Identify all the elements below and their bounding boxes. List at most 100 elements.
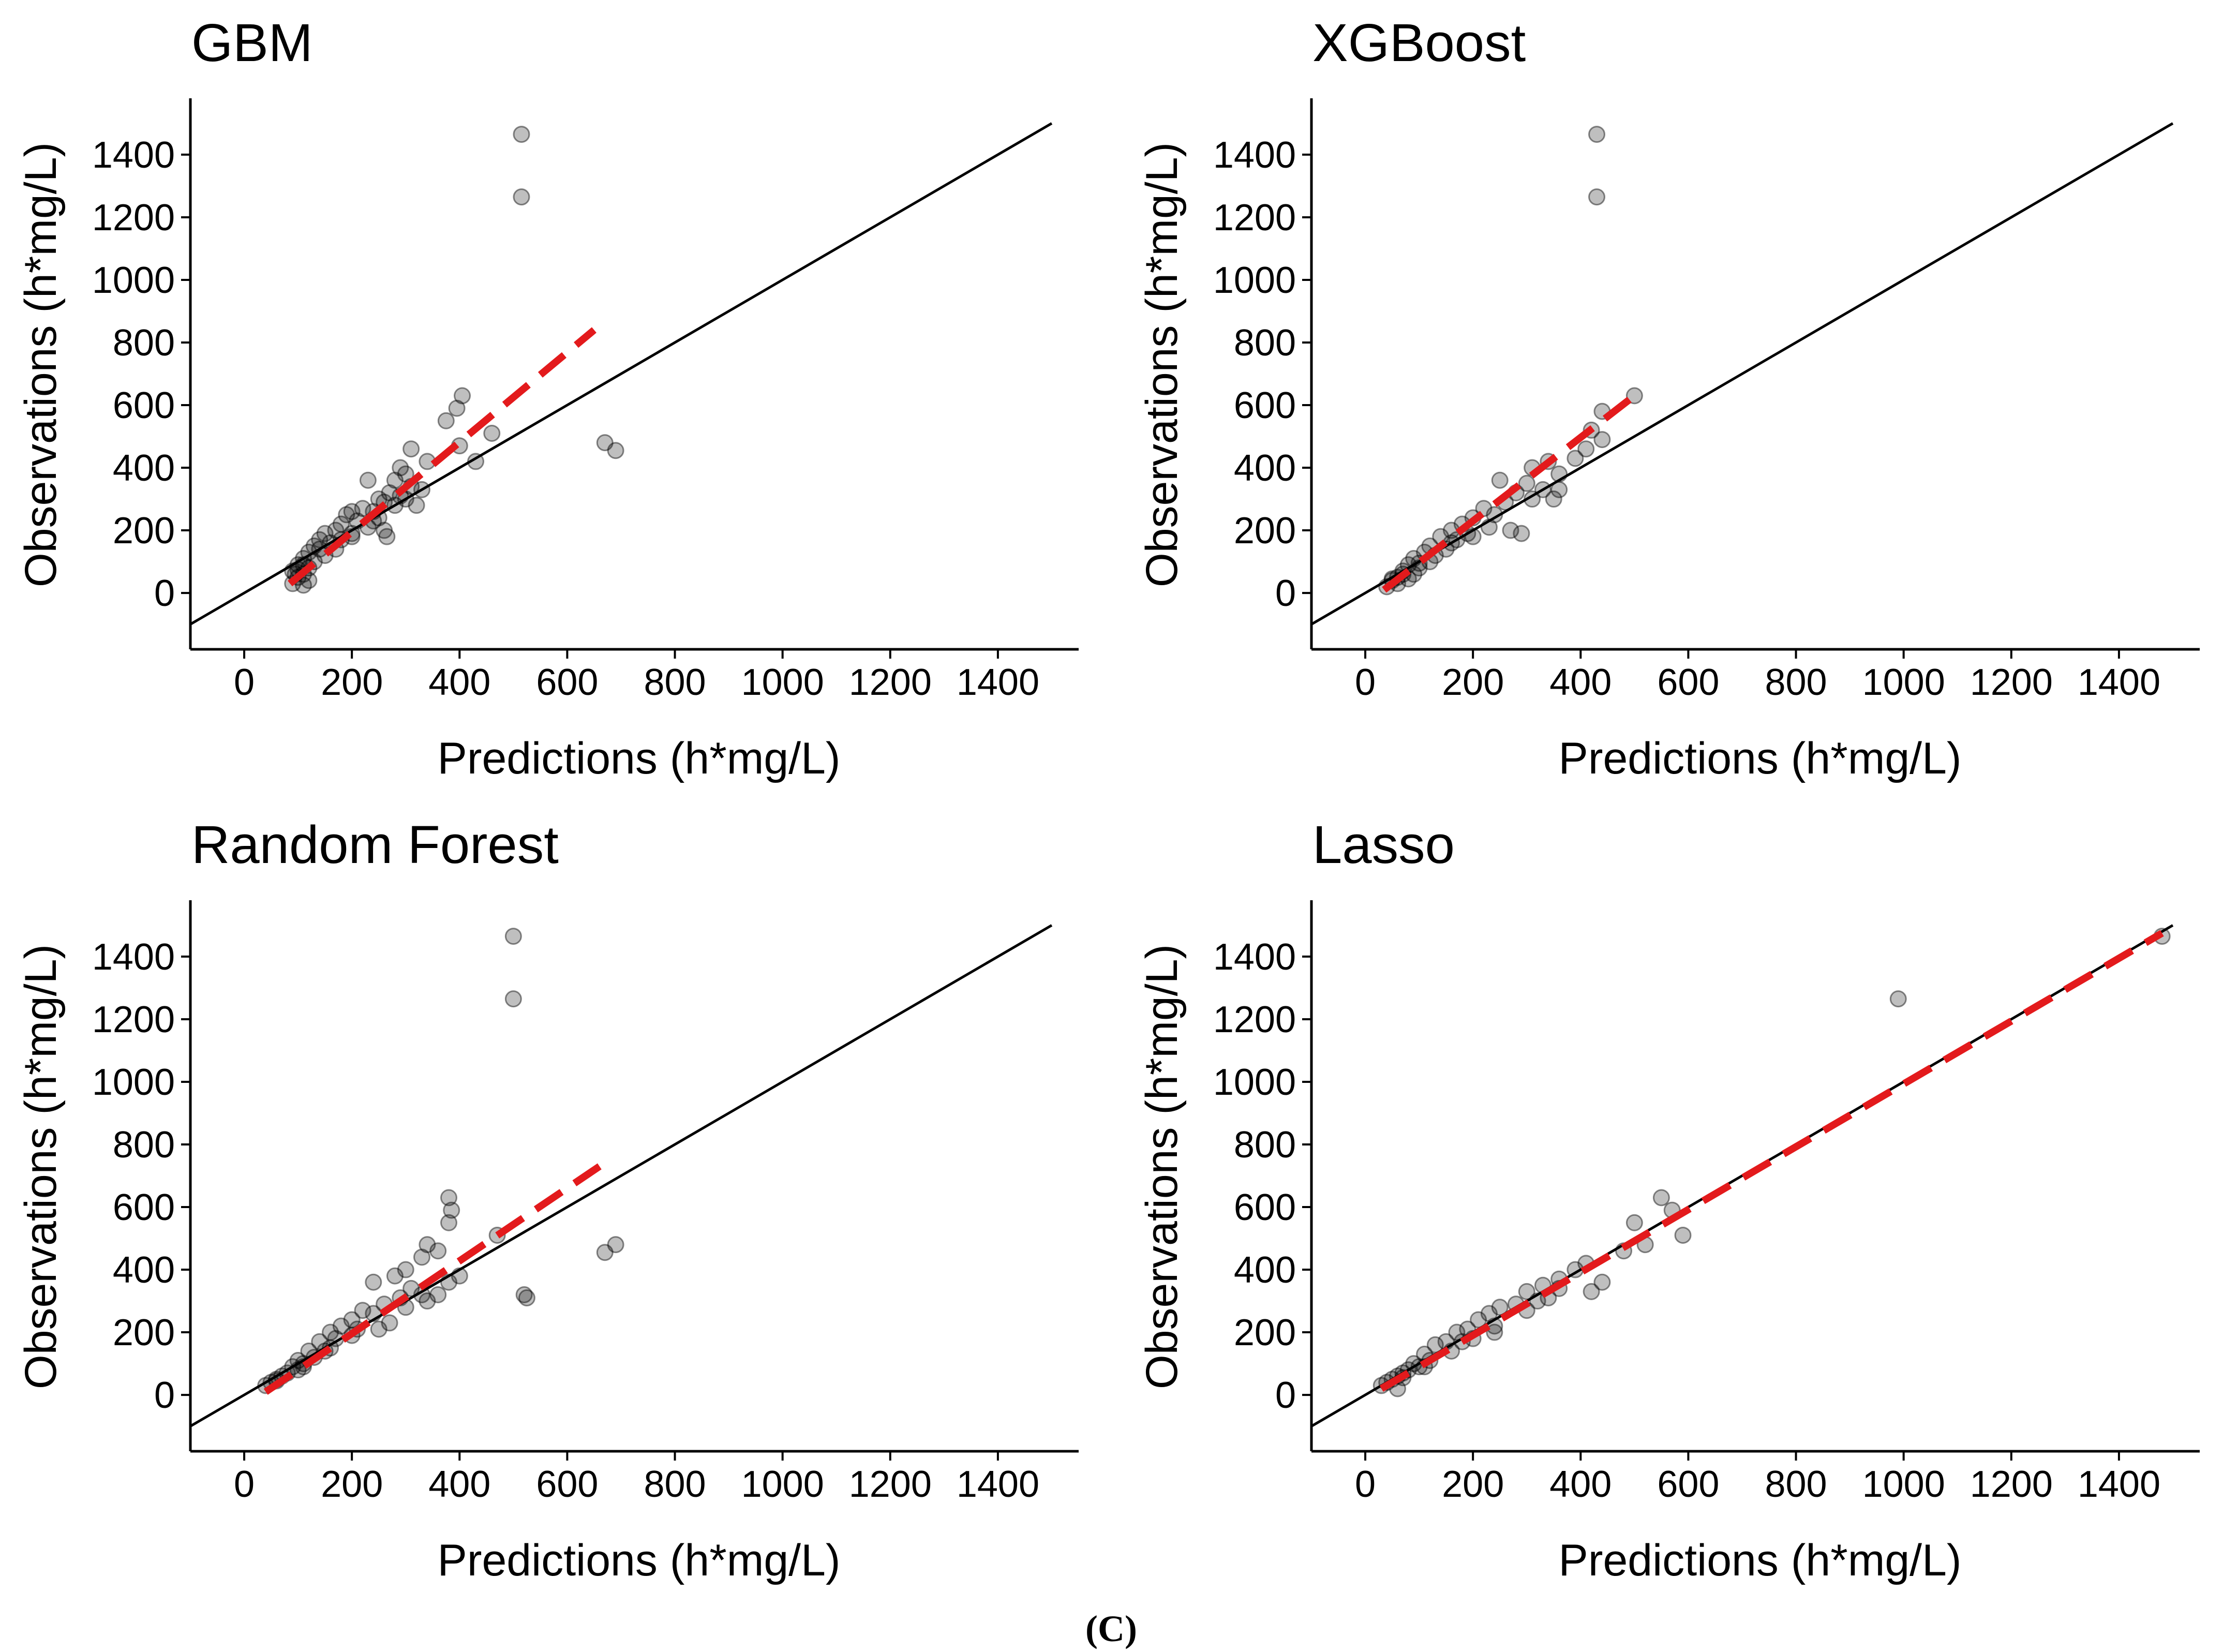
- y-axis-label: Observations (h*mg/L): [16, 944, 66, 1389]
- data-point: [1486, 506, 1503, 524]
- x-tick-label: 0: [234, 1464, 255, 1505]
- identity-line: [189, 924, 1053, 1427]
- x-tick-label: 1000: [741, 1464, 824, 1505]
- x-tick-label: 400: [1549, 662, 1612, 703]
- panel-gbm: GBM 0 200 400 600 800 1000 1200 1400 0 200 400 600 8…: [16, 13, 1079, 783]
- x-tick-label: 800: [1765, 662, 1827, 703]
- data-point: [284, 1358, 302, 1376]
- data-point: [1625, 387, 1643, 405]
- y-axis-label: Observations (h*mg/L): [1137, 944, 1187, 1389]
- data-point: [419, 1292, 436, 1310]
- data-point: [483, 424, 501, 442]
- x-tick-label: 600: [1657, 662, 1719, 703]
- y-tick-label: 400: [1234, 448, 1296, 489]
- data-point: [454, 387, 471, 405]
- panel-title: GBM: [191, 13, 313, 72]
- y-tick-label: 1400: [92, 936, 175, 978]
- y-tick-label: 800: [1234, 1124, 1296, 1166]
- y-tick-label: 1200: [1213, 999, 1296, 1040]
- data-point: [1534, 481, 1551, 498]
- data-point: [402, 1279, 420, 1297]
- x-tick-label: 1200: [849, 1464, 932, 1505]
- data-point: [518, 1289, 535, 1306]
- x-tick-label: 1400: [957, 1464, 1039, 1505]
- data-point: [295, 550, 312, 568]
- x-tick-label: 1000: [741, 662, 824, 703]
- data-point: [451, 1267, 468, 1285]
- identity-line: [1310, 122, 2174, 626]
- data-point: [1480, 1305, 1498, 1322]
- y-tick-label: 800: [113, 322, 175, 364]
- x-tick-label: 400: [1549, 1464, 1612, 1505]
- y-tick-label: 600: [113, 1187, 175, 1228]
- x-axis-label: Predictions (h*mg/L): [1558, 734, 1961, 783]
- panel-random-forest: Random Forest 0 200 400 600 800 1000 1200 1400 0…: [16, 815, 1079, 1585]
- panel-title: Lasso: [1312, 815, 1455, 874]
- data-point: [437, 412, 455, 429]
- data-point: [1593, 1273, 1611, 1291]
- y-tick-label: 0: [154, 1375, 175, 1416]
- data-point: [429, 1286, 447, 1303]
- data-point: [295, 576, 312, 594]
- panel-xgboost: XGBoost 0 200 400 600 800 1000 1200 1400 0 200 400…: [1137, 13, 2200, 783]
- data-point: [413, 1248, 430, 1266]
- x-tick-label: 1400: [2078, 662, 2160, 703]
- data-point: [467, 453, 485, 470]
- data-point: [1588, 126, 1606, 143]
- y-tick-label: 1000: [92, 1062, 175, 1103]
- data-point: [386, 1267, 404, 1285]
- data-point: [1448, 531, 1466, 548]
- data-point: [1583, 1283, 1600, 1300]
- data-point: [376, 522, 393, 539]
- data-point: [1470, 1311, 1487, 1329]
- y-tick-label: 1200: [92, 197, 175, 239]
- y-axis-label: Observations (h*mg/L): [1137, 142, 1187, 587]
- data-point: [386, 497, 404, 514]
- data-point: [300, 543, 318, 561]
- panel-marks: 0 200 400 600 800 1000 1200 1400 0 200 400 600 800 10…: [92, 900, 1079, 1505]
- x-tick-label: 200: [321, 1464, 383, 1505]
- data-point: [440, 1273, 457, 1291]
- data-point: [440, 1189, 457, 1207]
- data-point: [1529, 1292, 1546, 1310]
- x-tick-label: 800: [644, 1464, 706, 1505]
- x-axis-label: Predictions (h*mg/L): [437, 734, 840, 783]
- x-tick-label: 0: [1355, 1464, 1376, 1505]
- y-tick-label: 1000: [92, 260, 175, 301]
- data-point: [1410, 559, 1428, 577]
- x-tick-label: 0: [234, 662, 255, 703]
- y-tick-label: 1400: [1213, 135, 1296, 176]
- data-point: [359, 471, 377, 489]
- y-tick-label: 600: [1234, 1187, 1296, 1228]
- y-tick-label: 0: [154, 573, 175, 614]
- data-point: [1889, 990, 1907, 1008]
- data-point: [1588, 188, 1606, 206]
- panel-marks: 0 200 400 600 800 1000 1200 1400 0 200 400 600 800 10…: [1213, 98, 2200, 703]
- data-point: [1652, 1189, 1670, 1207]
- y-tick-label: 600: [1234, 385, 1296, 426]
- data-point: [397, 1261, 414, 1278]
- x-tick-label: 1000: [1862, 662, 1945, 703]
- data-point: [413, 481, 430, 498]
- data-point: [1480, 518, 1498, 536]
- data-point: [1577, 440, 1595, 458]
- identity-line: [189, 122, 1053, 626]
- y-tick-label: 1400: [92, 135, 175, 176]
- data-point: [504, 990, 522, 1008]
- panel-title: Random Forest: [191, 815, 559, 874]
- panel-marks: 0 200 400 600 800 1000 1200 1400 0 200 400 600 800 10…: [92, 98, 1079, 703]
- data-point: [1513, 525, 1530, 542]
- panel-marks: 0 200 400 600 800 1000 1200 1400 0 200 400 600 800 10…: [1213, 900, 2200, 1505]
- y-tick-label: 1400: [1213, 936, 1296, 978]
- data-point: [1491, 471, 1509, 489]
- data-point: [354, 1302, 371, 1319]
- x-axis-label: Predictions (h*mg/L): [1558, 1536, 1961, 1585]
- data-point: [1566, 450, 1584, 467]
- y-axis-label: Observations (h*mg/L): [16, 142, 66, 587]
- x-tick-label: 800: [1765, 1464, 1827, 1505]
- fit-line: [263, 1163, 602, 1395]
- y-tick-label: 400: [113, 1249, 175, 1291]
- data-point: [515, 1286, 533, 1303]
- data-point: [1566, 1261, 1584, 1278]
